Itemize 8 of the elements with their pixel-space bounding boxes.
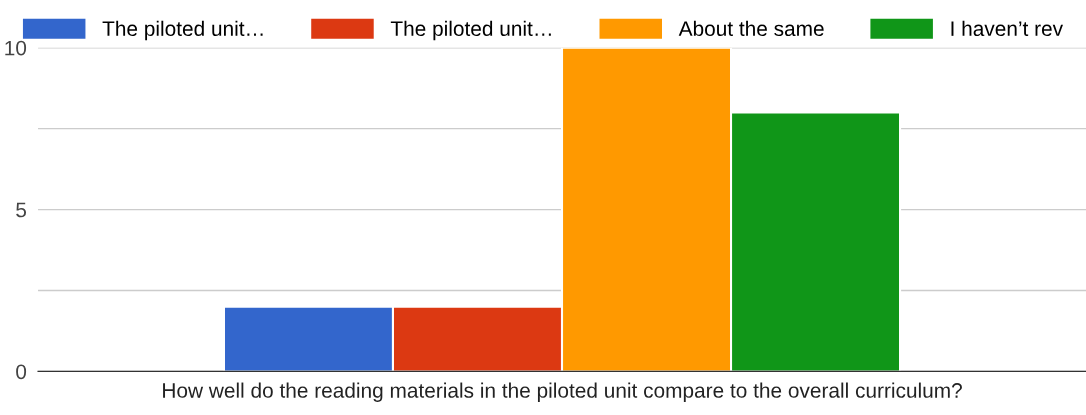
y-tick-label: 5	[16, 202, 27, 218]
legend-label: The piloted unit…	[102, 20, 263, 41]
legend-label: The piloted unit…	[390, 20, 551, 41]
legend-label: About the same	[678, 20, 824, 37]
x-tick-label: How well do the reading materials in the piloted unit compare to the overall curriculum?	[163, 382, 962, 402]
y-tick-label: 10	[5, 40, 27, 56]
y-tick-label: 0	[16, 364, 27, 380]
legend-label: I haven’t rev	[951, 20, 1063, 37]
